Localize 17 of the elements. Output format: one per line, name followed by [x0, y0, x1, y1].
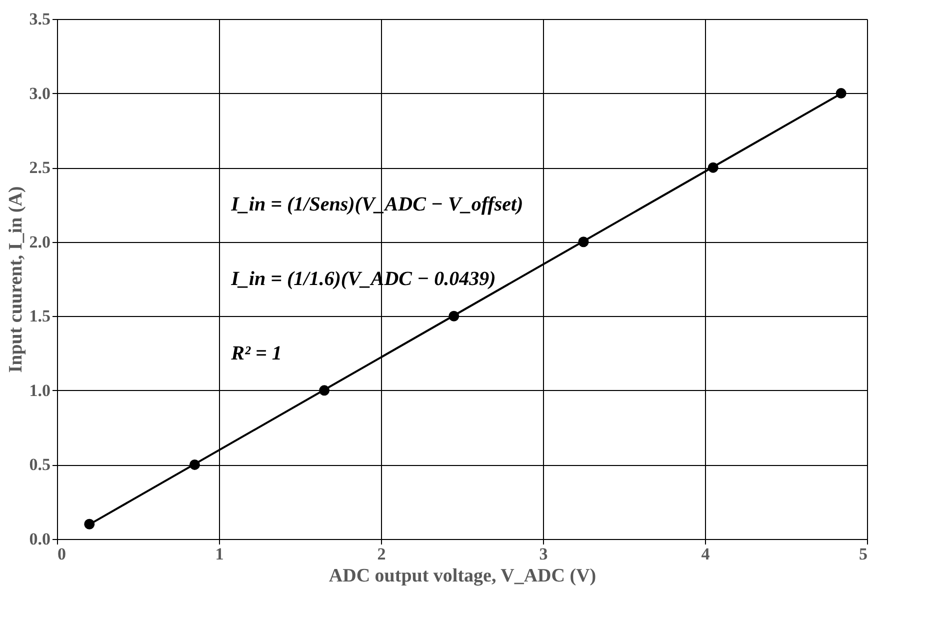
x-tick-label: 5 [859, 544, 868, 564]
y-tick-label: 3.5 [29, 10, 50, 28]
y-tick-label: 0.0 [29, 530, 50, 548]
y-tick-label: 0.5 [29, 455, 50, 474]
x-tick-label: 1 [215, 544, 224, 564]
y-tick-label: 2.5 [29, 158, 50, 178]
y-tick-label: 1.5 [29, 306, 50, 326]
x-axis-title: ADC output voltage, V_ADC (V) [328, 566, 596, 586]
x-tick-label: 0 [58, 544, 66, 564]
x-tick-label: 2 [377, 544, 386, 564]
x-tick-label: 3 [539, 544, 548, 564]
x-tick-label: 4 [701, 544, 710, 564]
annotation: R² = 1 [230, 342, 282, 364]
y-axis-title: Input cuurent, I_in (A) [5, 186, 26, 373]
y-tick-label: 2.0 [29, 232, 50, 252]
y-tick-label: 3.0 [29, 84, 50, 103]
y-tick-label: 1.0 [29, 380, 50, 400]
